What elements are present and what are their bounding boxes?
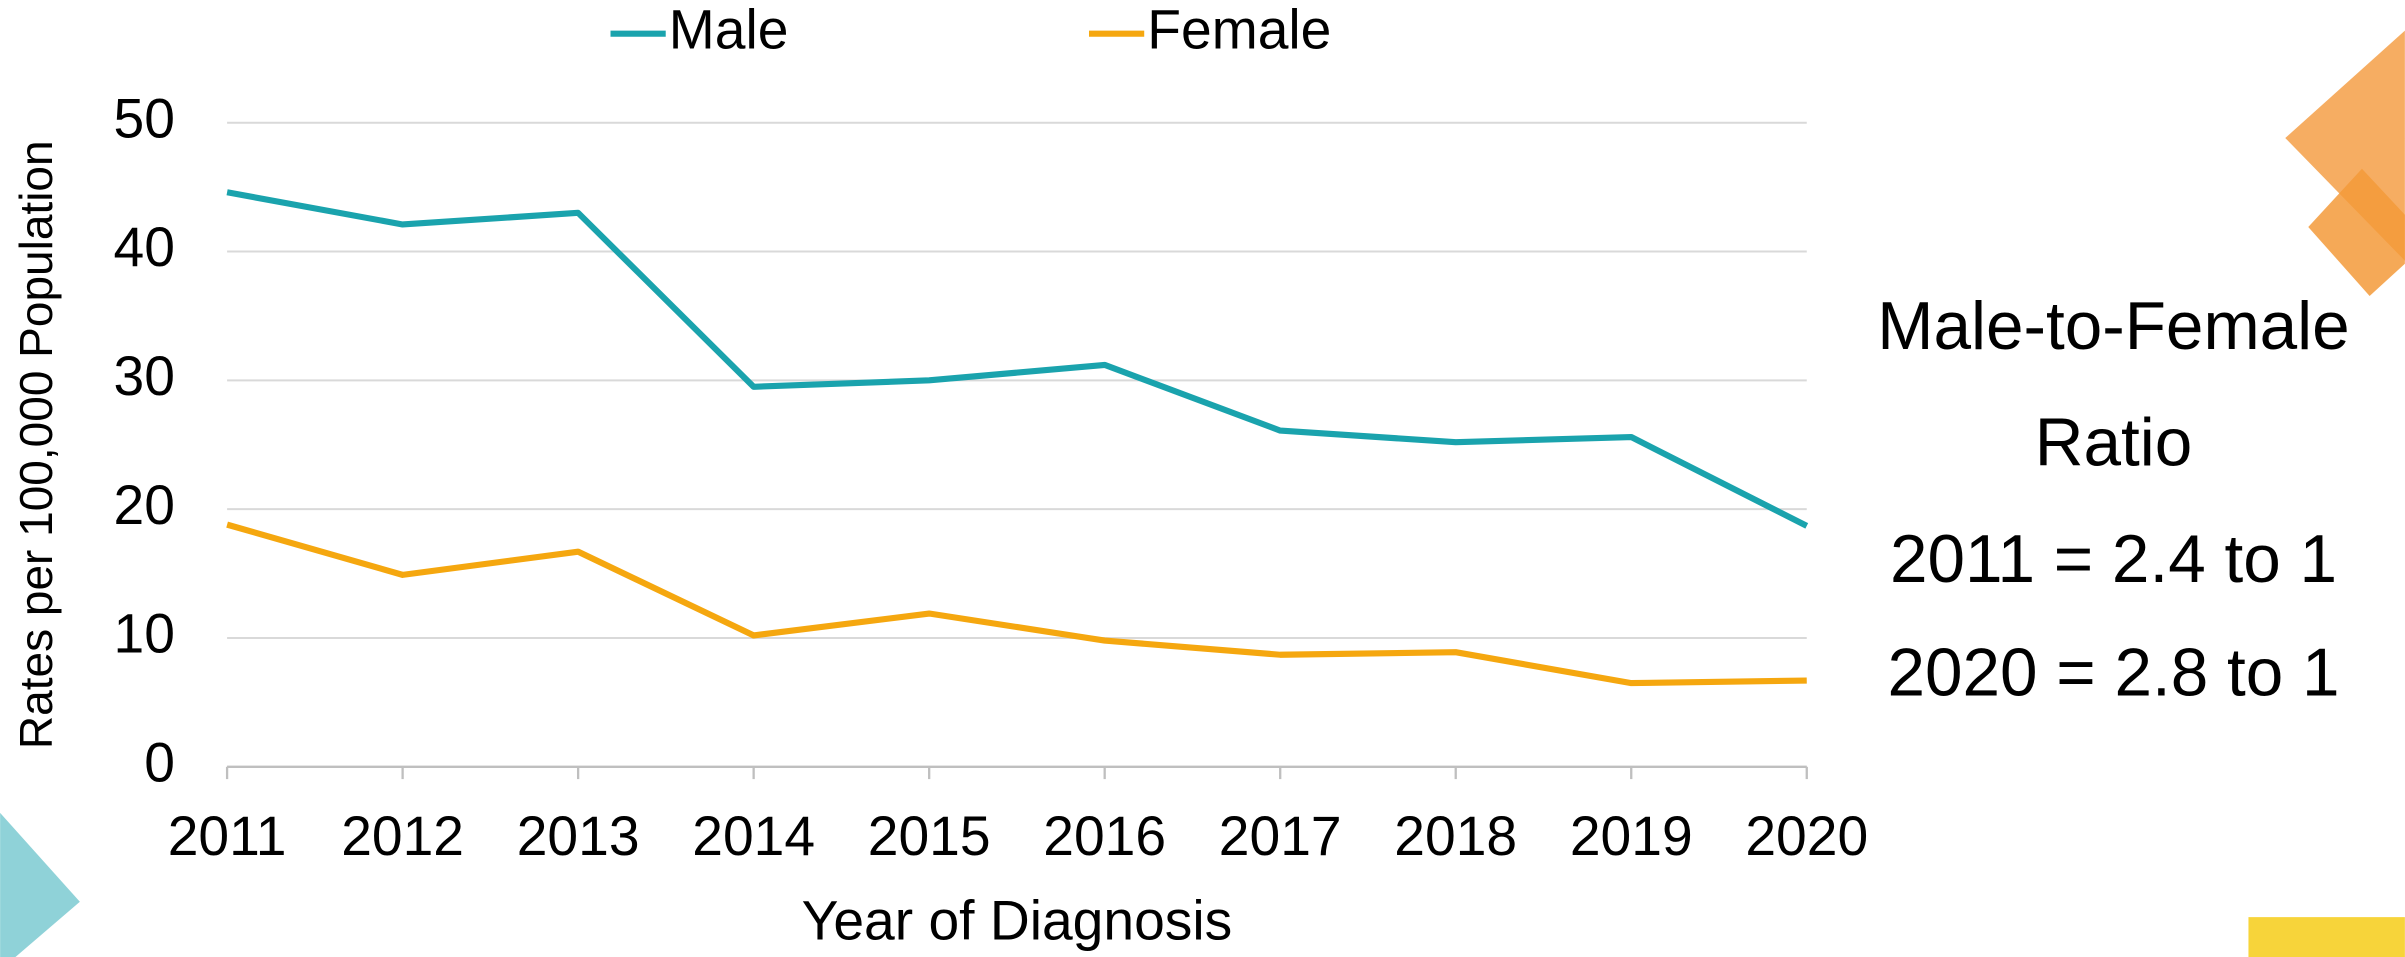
x-tick-label: 2017	[1219, 805, 1342, 867]
x-tick-label: 2012	[341, 805, 464, 867]
annotation: Ratio	[2035, 406, 2193, 481]
y-tick-label: 40	[114, 216, 175, 278]
x-tick-label: 2013	[517, 805, 640, 867]
data-line	[226, 189, 1809, 529]
y-tick-label: 0	[144, 731, 175, 793]
x-tick-label: 2019	[1570, 805, 1693, 867]
data-line	[226, 521, 1807, 687]
x-tick-label: 2020	[1745, 805, 1868, 867]
x-axis-title: Year of Diagnosis	[802, 889, 1233, 951]
decoration	[0, 30, 2405, 957]
x-tick-label: 2016	[1043, 805, 1166, 867]
x-tick-label: 2011	[168, 805, 287, 867]
y-tick-label: 30	[114, 345, 175, 407]
annotation: 2020 = 2.8 to 1	[1887, 636, 2339, 711]
x-tick-label: 2015	[868, 805, 991, 867]
y-axis-title: Rates per 100,000 Population	[10, 140, 62, 749]
legend-label: Female	[1147, 0, 1331, 60]
annotation: Male-to-Female	[1877, 289, 2349, 364]
x-tick-label: 2018	[1394, 805, 1517, 867]
y-tick-label: 50	[114, 87, 175, 149]
y-tick-label: 20	[114, 474, 175, 536]
annotation: 2011 = 2.4 to 1	[1890, 522, 2337, 597]
legend-label: Male	[669, 0, 789, 60]
y-tick-label: 10	[114, 603, 175, 665]
x-tick-label: 2014	[692, 805, 815, 867]
